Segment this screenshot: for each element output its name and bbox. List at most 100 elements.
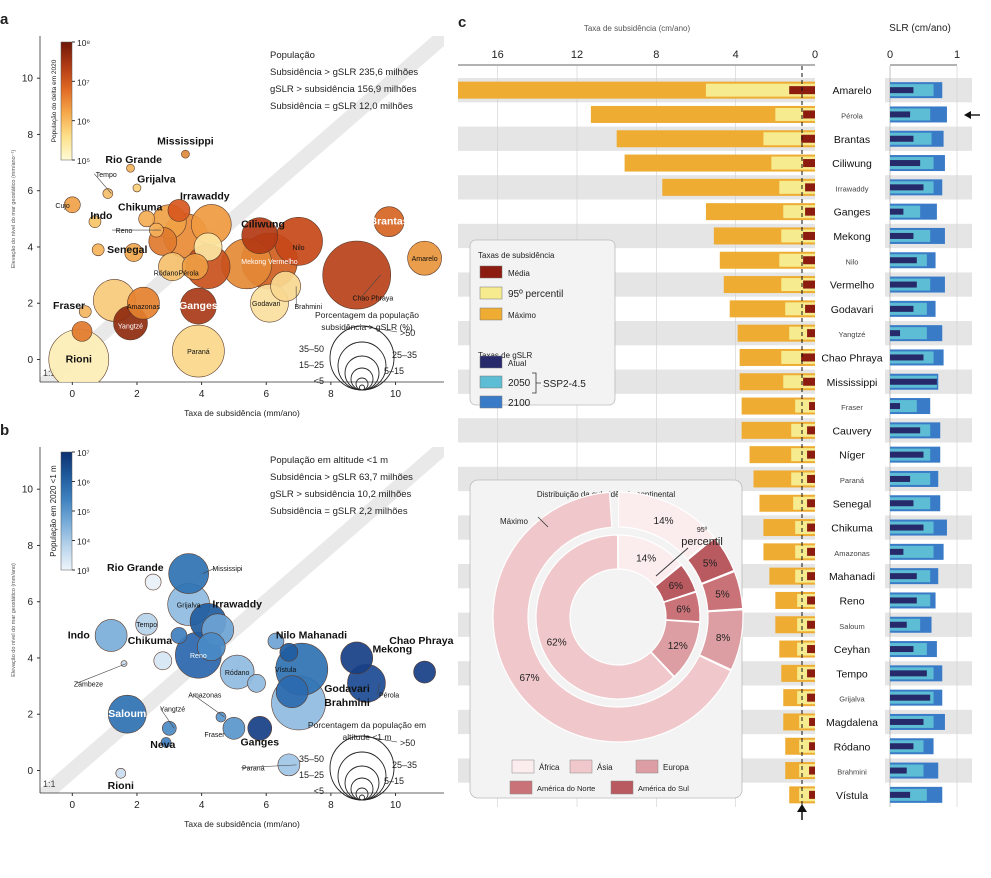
donut-outer-label: Máximo (500, 517, 529, 526)
size-legend-leader (361, 325, 398, 333)
bubble-label: Grijalva (177, 603, 201, 610)
bubble-label: Mississippi (157, 135, 214, 147)
size-legend-circle (359, 794, 365, 801)
size-legend-label: 35–50 (299, 754, 324, 764)
bubble (127, 286, 160, 320)
donut-legend-label: América do Norte (537, 784, 595, 793)
inner-slice-label: 62% (547, 637, 567, 648)
bubble-label: Reno (190, 653, 207, 660)
outer-slice (701, 570, 744, 612)
delta-name: Grijalva (839, 695, 865, 704)
delta-name: Mekong (833, 231, 871, 243)
bubble-label: Nilo (293, 245, 305, 252)
delta-name: Tempo (836, 668, 868, 680)
bubble-label: Zambeze (74, 681, 103, 688)
bubble-label: Yangtzé (118, 324, 143, 331)
legend-label: 95º percentil (508, 289, 563, 300)
bubble (181, 149, 190, 159)
bar-mean (807, 645, 815, 654)
top-axis-label: Taxa de subsidência (cm/ano) (584, 24, 691, 33)
size-legend-circle (350, 367, 374, 391)
bubble (222, 717, 246, 740)
bubble (247, 673, 266, 693)
bubble-label: Chao Phraya (352, 296, 393, 303)
bubble-label: Godavari (252, 301, 281, 308)
donut-legend-swatch (610, 780, 634, 795)
bubble (107, 694, 147, 734)
bar-mean (807, 669, 815, 678)
delta-name: Yangtzé (839, 330, 866, 339)
slr-current (890, 257, 917, 264)
bubble (71, 321, 93, 342)
y-tick-label: 4 (27, 242, 33, 253)
bar-mean (803, 231, 815, 240)
bubble (322, 240, 392, 310)
bubble (407, 240, 442, 276)
size-legend-label: <5 (314, 786, 324, 796)
slr-current (890, 378, 937, 385)
size-legend-label: 25–35 (392, 760, 417, 770)
size-legend-label: 35–50 (299, 344, 324, 354)
bubble-label: Ciliwung (241, 218, 285, 230)
legend-swatch (479, 307, 503, 321)
slr-current (890, 718, 924, 725)
donut-inner-label-1: 95º (697, 527, 708, 534)
bubble (180, 287, 217, 325)
outer-slice (492, 491, 732, 743)
bar-mean (807, 523, 815, 532)
slr-current (890, 767, 907, 774)
slr-current (890, 135, 914, 142)
bubble (168, 553, 209, 594)
delta-name: Paraná (840, 476, 865, 485)
x-tick-label: 2 (134, 800, 140, 811)
bubble (167, 199, 191, 222)
info-line: gSLR > subsidência 156,9 milhões (270, 84, 417, 95)
x-tick-label: 0 (70, 389, 76, 400)
bubble-label: Chao Phraya (389, 635, 453, 647)
delta-name: Cauvery (832, 425, 872, 437)
bubble-label: Godavari (324, 683, 370, 695)
bubble-label: Mississipi (212, 566, 242, 573)
inner-slice-label: 14% (636, 553, 656, 564)
outer-slice (617, 491, 715, 561)
bubble-label: Ródano (154, 270, 179, 277)
size-legend-title: Porcentagem da população (315, 310, 419, 320)
size-legend-label: 5–15 (384, 776, 404, 786)
bubble-label: Mekong (372, 644, 412, 656)
colorbar-tick-label: 10⁶ (77, 478, 90, 488)
leader-line (202, 567, 216, 574)
slr-current (890, 160, 921, 167)
bar-mean (803, 280, 815, 289)
delta-name: Mahanadi (829, 571, 875, 583)
legend-swatch (479, 265, 503, 279)
bubble (277, 753, 301, 777)
bar-mean (805, 304, 815, 313)
bubble (193, 232, 223, 262)
donut-legend-swatch (635, 759, 659, 774)
diagonal-band (40, 36, 444, 382)
bubble-label: Nilo Mahanadi (276, 629, 347, 641)
bubbles (94, 553, 436, 779)
y-axis-label: Elevação do nível do mar geostático (mm/… (11, 150, 17, 269)
slr-current (890, 354, 924, 361)
bubble (115, 768, 127, 779)
leader-line (376, 683, 381, 695)
bubble (241, 217, 279, 255)
legend-label: 2100 (508, 398, 531, 409)
bubble (126, 163, 135, 173)
bubble-label: Irrawaddy (180, 190, 230, 202)
bubble (181, 253, 209, 280)
bubble-label: Tempo (96, 172, 117, 179)
colorbar-tick-label: 10⁴ (77, 537, 90, 547)
slr-current (890, 791, 911, 798)
y-tick-label: 6 (27, 597, 33, 608)
bubble-label: Ródano (225, 670, 250, 677)
bar-max (590, 105, 815, 123)
top-tick-label: 16 (492, 49, 504, 61)
colorbar-tick-label: 10⁸ (77, 38, 90, 48)
legend-title: Taxas de gSLR (478, 351, 532, 360)
outer-slice-label: 14% (654, 516, 674, 527)
bar-mean (807, 572, 815, 581)
y-tick-label: 2 (27, 710, 33, 721)
inner-slice (617, 534, 682, 588)
